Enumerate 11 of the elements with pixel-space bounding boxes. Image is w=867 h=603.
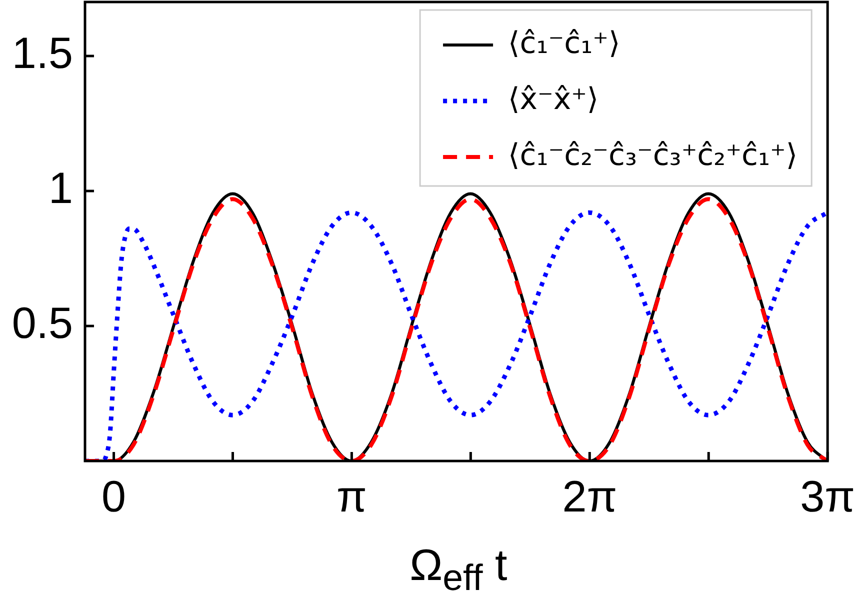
y-tick-label: 1 xyxy=(48,164,73,214)
x-tick-label: 2π xyxy=(562,472,618,522)
legend-label: ⟨ĉ₁⁻ĉ₂⁻ĉ₃⁻ĉ₃⁺ĉ₂⁺ĉ₁⁺⟩ xyxy=(508,138,798,173)
y-tick-label: 0.5 xyxy=(12,299,73,348)
legend-label: ⟨x̂⁻x̂⁺⟩ xyxy=(508,82,599,117)
x-axis-title: Ω$_{eff}$ t xyxy=(408,540,508,600)
legend-label: ⟨ĉ₁⁻ĉ₁⁺⟩ xyxy=(508,26,620,61)
x-tick-label: 0 xyxy=(102,472,126,522)
x-tick-label: 3π xyxy=(800,472,855,522)
y-tick-label: 1.5 xyxy=(12,29,73,78)
x-tick-label: π xyxy=(336,472,367,522)
